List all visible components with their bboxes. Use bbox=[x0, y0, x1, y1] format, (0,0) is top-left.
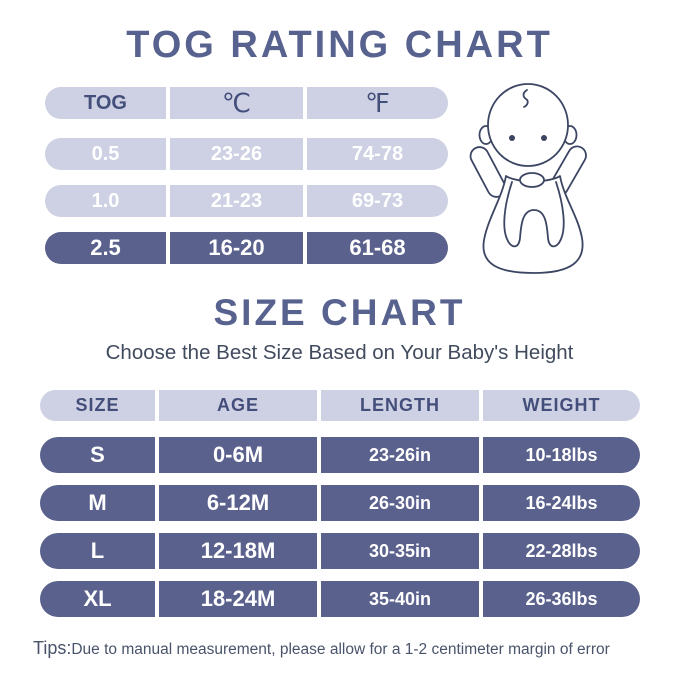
fahrenheit-value-cell: 69-73 bbox=[307, 185, 448, 217]
weight-cell: 26-36lbs bbox=[483, 581, 640, 617]
tog-row-2.5-highlighted: 2.5 16-20 61-68 bbox=[45, 232, 448, 264]
size-table: SIZE AGE LENGTH WEIGHT S 0-6M 23-26in 10… bbox=[40, 390, 640, 629]
tog-value-cell: 2.5 bbox=[45, 232, 166, 264]
celsius-col-header: ℃ bbox=[170, 87, 303, 119]
length-cell: 35-40in bbox=[321, 581, 479, 617]
celsius-value-cell: 16-20 bbox=[170, 232, 303, 264]
size-chart-title: SIZE CHART bbox=[213, 292, 466, 333]
size-row-l: L 12-18M 30-35in 22-28lbs bbox=[40, 533, 640, 569]
tog-table-header-row: TOG ℃ ℉ bbox=[45, 87, 448, 119]
baby-left-eye bbox=[509, 135, 515, 141]
size-row-s: S 0-6M 23-26in 10-18lbs bbox=[40, 437, 640, 473]
size-cell: M bbox=[40, 485, 155, 521]
tips-text: Due to manual measurement, please allow … bbox=[71, 641, 610, 658]
fahrenheit-col-header: ℉ bbox=[307, 87, 448, 119]
weight-cell: 10-18lbs bbox=[483, 437, 640, 473]
weight-col-header: WEIGHT bbox=[483, 390, 640, 421]
size-table-header-row: SIZE AGE LENGTH WEIGHT bbox=[40, 390, 640, 421]
tips-label: Tips: bbox=[33, 638, 72, 658]
age-cell: 6-12M bbox=[159, 485, 317, 521]
baby-right-eye bbox=[541, 135, 547, 141]
tog-value-cell: 1.0 bbox=[45, 185, 166, 217]
length-cell: 26-30in bbox=[321, 485, 479, 521]
size-col-header: SIZE bbox=[40, 390, 155, 421]
baby-collar bbox=[519, 172, 545, 188]
age-cell: 18-24M bbox=[159, 581, 317, 617]
baby-head bbox=[487, 83, 569, 167]
celsius-value-cell: 21-23 bbox=[170, 185, 303, 217]
weight-cell: 22-28lbs bbox=[483, 533, 640, 569]
baby-legs-seam bbox=[503, 181, 565, 248]
tips-note: Tips:Due to manual measurement, please a… bbox=[33, 638, 610, 659]
size-cell: L bbox=[40, 533, 155, 569]
weight-cell: 16-24lbs bbox=[483, 485, 640, 521]
age-cell: 0-6M bbox=[159, 437, 317, 473]
celsius-value-cell: 23-26 bbox=[170, 138, 303, 170]
size-cell: XL bbox=[40, 581, 155, 617]
baby-sleep-sack-body bbox=[482, 175, 584, 274]
age-cell: 12-18M bbox=[159, 533, 317, 569]
tog-chart-title: TOG RATING CHART bbox=[126, 24, 553, 66]
length-cell: 30-35in bbox=[321, 533, 479, 569]
baby-in-sleep-sack-icon bbox=[469, 83, 587, 274]
tog-col-header: TOG bbox=[45, 87, 166, 119]
fahrenheit-value-cell: 61-68 bbox=[307, 232, 448, 264]
fahrenheit-value-cell: 74-78 bbox=[307, 138, 448, 170]
tog-rating-table: TOG ℃ ℉ 0.5 23-26 74-78 1.0 21-23 69-73 … bbox=[45, 87, 448, 279]
length-cell: 23-26in bbox=[321, 437, 479, 473]
baby-hair-curl bbox=[522, 89, 529, 108]
size-row-xl: XL 18-24M 35-40in 26-36lbs bbox=[40, 581, 640, 617]
tog-value-cell: 0.5 bbox=[45, 138, 166, 170]
length-col-header: LENGTH bbox=[321, 390, 479, 421]
size-row-m: M 6-12M 26-30in 16-24lbs bbox=[40, 485, 640, 521]
size-cell: S bbox=[40, 437, 155, 473]
size-chart-subtitle: Choose the Best Size Based on Your Baby'… bbox=[105, 341, 574, 364]
tog-row-1.0: 1.0 21-23 69-73 bbox=[45, 185, 448, 217]
age-col-header: AGE bbox=[159, 390, 317, 421]
tog-row-0.5: 0.5 23-26 74-78 bbox=[45, 138, 448, 170]
